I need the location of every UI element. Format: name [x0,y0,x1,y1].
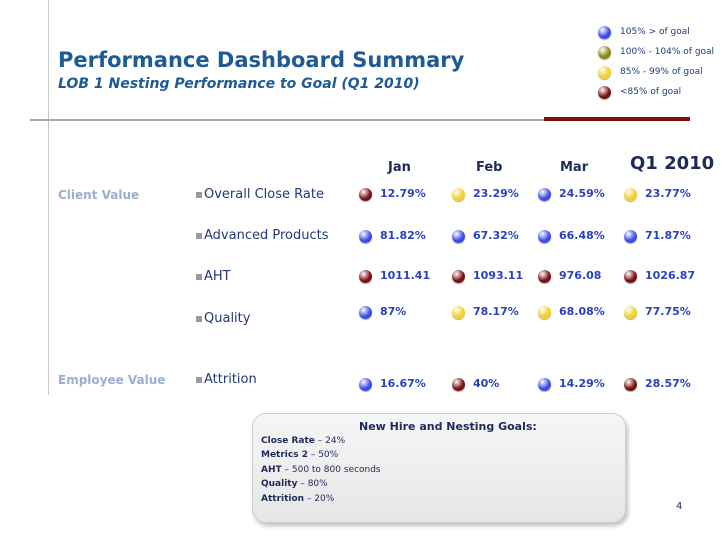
status-dot-icon [624,270,637,283]
goal-label: Quality [261,479,298,489]
metric-value: 71.87% [645,229,691,242]
status-dot-icon [538,270,551,283]
status-dot-icon [452,188,465,201]
goal-value: – 24% [314,436,346,446]
status-dot-icon [359,378,372,391]
goal-label: Metrics 2 [261,450,308,460]
metric-value: 66.48% [559,229,605,242]
page-subtitle: LOB 1 Nesting Performance to Goal (Q1 20… [58,76,420,92]
status-dot-icon [359,188,372,201]
goal-item: AHT – 500 to 800 seconds [261,465,381,475]
metric-value: 1011.41 [380,269,431,282]
metric-value: 12.79% [380,187,426,200]
metric-value: 77.75% [645,305,691,318]
metric-label: Overall Close Rate [196,187,324,202]
metric-value: 68.08% [559,305,605,318]
group-label-client-value: Client Value [58,188,140,202]
goal-item: Close Rate – 24% [261,436,345,446]
legend-label: <85% of goal [620,87,682,97]
metric-value: 78.17% [473,305,519,318]
metric-value: 67.32% [473,229,519,242]
goal-item: Quality – 80% [261,479,328,489]
status-dot-icon [598,86,611,99]
column-header-jan: Jan [388,160,411,175]
legend-label: 85% - 99% of goal [620,67,703,77]
status-dot-icon [538,306,551,319]
legend-label: 100% - 104% of goal [620,47,715,57]
metric-value: 87% [380,305,407,318]
left-divider [48,0,49,395]
metric-value: 23.29% [473,187,519,200]
metric-value: 16.67% [380,377,426,390]
goals-panel: New Hire and Nesting Goals: Close Rate –… [252,413,626,523]
goal-label: Attrition [261,494,305,504]
metric-value: 976.08 [559,269,602,282]
status-dot-icon [452,230,465,243]
status-dot-icon [598,26,611,39]
status-dot-icon [624,306,637,319]
metric-value: 14.29% [559,377,605,390]
page-number: 4 [676,501,683,512]
metric-value: 23.77% [645,187,691,200]
metric-value: 1093.11 [473,269,524,282]
header-accent-bar [544,117,690,121]
goals-title: New Hire and Nesting Goals: [359,420,537,433]
metric-label: Advanced Products [196,228,328,243]
metric-value: 1026.87 [645,269,696,282]
status-dot-icon [624,188,637,201]
goal-item: Attrition – 20% [261,494,334,504]
goal-value: – 80% [297,479,328,489]
goal-value: – 500 to 800 seconds [281,465,381,475]
goal-label: Close Rate [261,436,315,446]
metric-value: 40% [473,377,500,390]
status-dot-icon [452,270,465,283]
status-dot-icon [538,230,551,243]
metric-label: Quality [196,311,250,326]
group-label-employee-value: Employee Value [58,373,166,387]
status-dot-icon [624,230,637,243]
column-header-mar: Mar [560,160,589,175]
goal-item: Metrics 2 – 50% [261,450,338,460]
column-header-feb: Feb [476,160,503,175]
metric-value: 24.59% [559,187,605,200]
goal-value: – 50% [307,450,339,460]
status-dot-icon [452,378,465,391]
status-dot-icon [538,188,551,201]
page-title: Performance Dashboard Summary [58,48,465,72]
status-dot-icon [359,270,372,283]
status-dot-icon [359,230,372,243]
goal-label: AHT [261,465,282,475]
metric-value: 81.82% [380,229,426,242]
status-dot-icon [598,46,611,59]
metric-label: AHT [196,269,231,284]
status-dot-icon [624,378,637,391]
header-divider [30,119,690,121]
metric-label: Attrition [196,372,257,387]
status-dot-icon [538,378,551,391]
column-header-q1: Q1 2010 [630,153,715,174]
status-dot-icon [359,306,372,319]
legend-label: 105% > of goal [620,27,690,37]
goal-value: – 20% [304,494,335,504]
status-dot-icon [452,306,465,319]
status-dot-icon [598,66,611,79]
metric-value: 28.57% [645,377,691,390]
